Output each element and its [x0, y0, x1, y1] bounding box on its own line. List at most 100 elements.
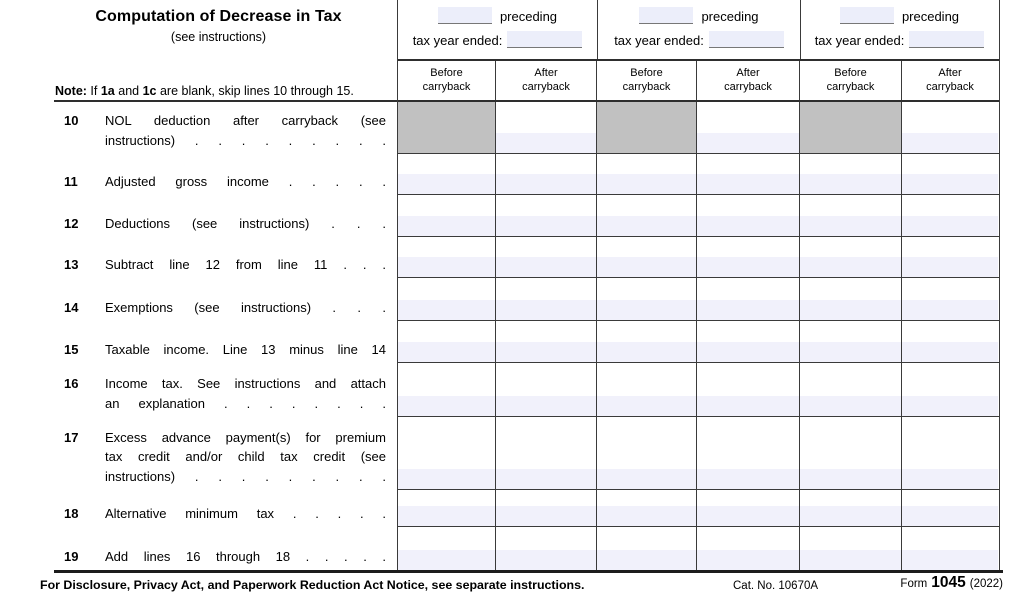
amount-cell[interactable] — [696, 195, 799, 236]
amount-cell[interactable] — [901, 490, 998, 526]
input-highlight-stripe — [496, 133, 596, 153]
amount-cell[interactable] — [398, 363, 495, 416]
line-10: 10 NOL deduction after carryback (see in… — [40, 102, 397, 154]
input-highlight-stripe — [398, 396, 495, 416]
amount-cell[interactable] — [495, 363, 596, 416]
line-label: Deductions (see instructions) . . . — [105, 215, 386, 231]
amount-cell[interactable] — [398, 527, 495, 570]
amount-cell[interactable] — [901, 321, 998, 362]
amount-cell[interactable] — [799, 417, 901, 489]
input-highlight-stripe — [597, 396, 696, 416]
disclosure-notice: For Disclosure, Privacy Act, and Paperwo… — [40, 578, 585, 592]
amount-cell[interactable] — [596, 417, 696, 489]
amount-cell[interactable] — [799, 527, 901, 570]
amount-cell[interactable] — [799, 363, 901, 416]
input-highlight-stripe — [496, 469, 596, 489]
input-highlight-stripe — [398, 216, 495, 236]
amount-cell[interactable] — [596, 195, 696, 236]
amount-cell[interactable] — [696, 527, 799, 570]
input-highlight-stripe — [398, 257, 495, 277]
amount-cell[interactable] — [596, 527, 696, 570]
preceding-period-input-2[interactable] — [639, 7, 694, 24]
amount-cell[interactable] — [696, 278, 799, 320]
amount-cell[interactable] — [901, 237, 998, 277]
amount-cell[interactable] — [495, 154, 596, 194]
tax-year-ended-input-1[interactable] — [507, 31, 583, 48]
amount-cell[interactable] — [799, 154, 901, 194]
amount-cell[interactable] — [901, 417, 998, 489]
amount-cell[interactable] — [495, 102, 596, 153]
input-highlight-stripe — [697, 506, 799, 526]
input-highlight-stripe — [697, 550, 799, 570]
amount-cell[interactable] — [901, 154, 998, 194]
amount-cell[interactable] — [495, 237, 596, 277]
line-label: NOL deduction after carryback (see instr… — [105, 113, 386, 148]
tax-year-ended-input-3[interactable] — [909, 31, 985, 48]
input-highlight-stripe — [800, 257, 901, 277]
line-label: Excess advance payment(s) for premium ta… — [105, 429, 386, 484]
input-highlight-stripe — [496, 216, 596, 236]
preceding-period-input-3[interactable] — [839, 7, 894, 24]
amount-cell[interactable] — [799, 278, 901, 320]
line-label: Subtract line 12 from line 11 . . . — [105, 256, 386, 272]
tax-year-ended-input-2[interactable] — [708, 31, 784, 48]
line-label: Income tax. See instructions and attach … — [105, 376, 386, 411]
amount-cell[interactable] — [398, 321, 495, 362]
amount-cell[interactable] — [901, 195, 998, 236]
amount-cell[interactable] — [398, 417, 495, 489]
input-highlight-stripe — [496, 342, 596, 362]
input-highlight-stripe — [398, 174, 495, 194]
amount-cell[interactable] — [799, 237, 901, 277]
amount-cell[interactable] — [596, 278, 696, 320]
amount-cell[interactable] — [596, 154, 696, 194]
input-highlight-stripe — [800, 216, 901, 236]
amount-cell[interactable] — [696, 154, 799, 194]
amount-cell[interactable] — [398, 237, 495, 277]
amount-cell[interactable] — [696, 102, 799, 153]
amount-cell[interactable] — [398, 278, 495, 320]
amount-cell[interactable] — [495, 321, 596, 362]
amount-cell[interactable] — [495, 490, 596, 526]
line-11: 11 Adjusted gross income . . . . . — [40, 154, 397, 195]
after-carryback-header: After carryback — [495, 61, 596, 100]
amount-cell[interactable] — [901, 363, 998, 416]
input-highlight-stripe — [496, 174, 596, 194]
amount-cell[interactable] — [901, 278, 998, 320]
input-highlight-stripe — [697, 133, 799, 153]
amount-cell[interactable] — [398, 195, 495, 236]
amount-cell[interactable] — [799, 490, 901, 526]
amount-cell[interactable] — [495, 527, 596, 570]
table-row-11 — [398, 154, 999, 195]
amount-cell[interactable] — [696, 417, 799, 489]
line-17: 17 Excess advance payment(s) for premium… — [40, 417, 397, 490]
amount-cell[interactable] — [696, 490, 799, 526]
input-highlight-stripe — [800, 300, 901, 320]
line-18: 18 Alternative minimum tax . . . . . — [40, 490, 397, 527]
amount-cell[interactable] — [398, 154, 495, 194]
amount-cell[interactable] — [596, 490, 696, 526]
amount-cell[interactable] — [495, 195, 596, 236]
carryback-header-row: Before carryback After carryback Before … — [398, 61, 999, 102]
amount-cell[interactable] — [901, 102, 998, 153]
amount-cell[interactable] — [596, 321, 696, 362]
input-highlight-stripe — [597, 469, 696, 489]
amount-cell[interactable] — [696, 363, 799, 416]
input-highlight-stripe — [398, 550, 495, 570]
input-highlight-stripe — [597, 257, 696, 277]
amount-cell[interactable] — [596, 237, 696, 277]
input-highlight-stripe — [902, 216, 998, 236]
amount-cell[interactable] — [799, 321, 901, 362]
amount-cell[interactable] — [696, 321, 799, 362]
amount-cell[interactable] — [596, 363, 696, 416]
amount-cell[interactable] — [495, 278, 596, 320]
input-highlight-stripe — [902, 342, 998, 362]
amount-cell[interactable] — [495, 417, 596, 489]
amount-cell[interactable] — [901, 527, 998, 570]
amount-cell[interactable] — [398, 490, 495, 526]
table-row-17 — [398, 417, 999, 490]
amount-cell[interactable] — [696, 237, 799, 277]
line-label: Adjusted gross income . . . . . — [105, 173, 386, 189]
preceding-period-input-1[interactable] — [437, 7, 492, 24]
shaded-cell — [596, 102, 696, 153]
amount-cell[interactable] — [799, 195, 901, 236]
